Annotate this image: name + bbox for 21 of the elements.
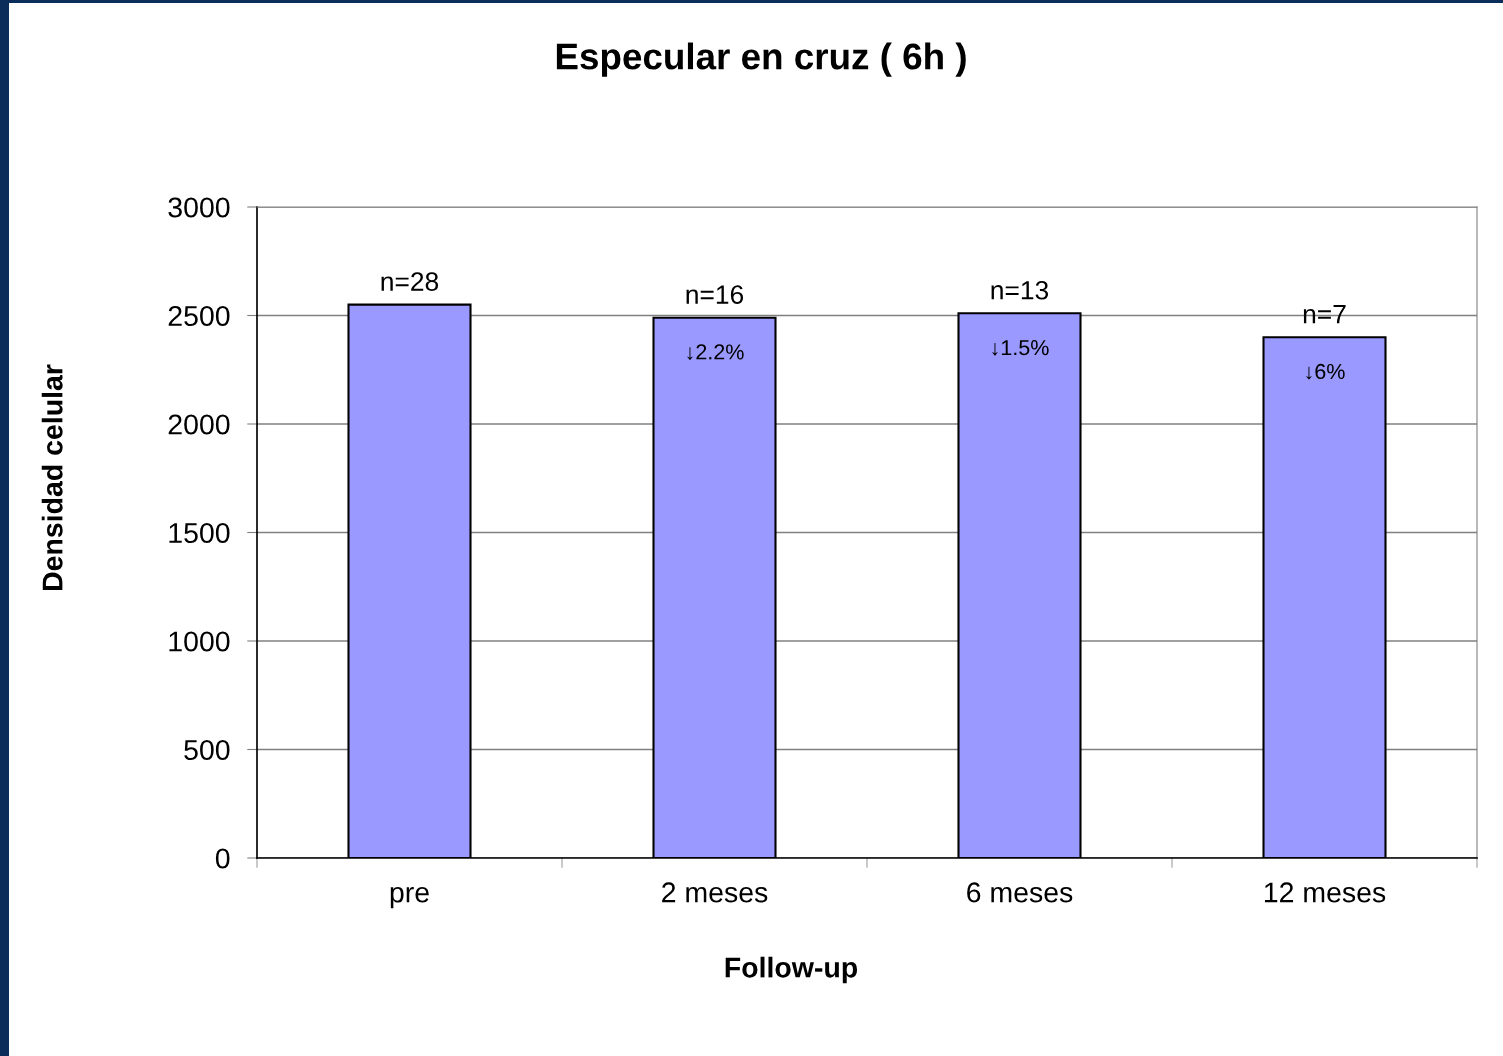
annotation: n=28 <box>381 272 439 291</box>
annotation: n=13 <box>991 280 1049 300</box>
x-axis-title: Follow-up <box>725 956 858 984</box>
y-axis-title: Densidad celular <box>41 364 63 591</box>
x-tick-label: 2 meses <box>662 882 768 903</box>
y-tick-label: 0 <box>215 848 230 869</box>
x-tick-label: 6 meses <box>967 882 1073 903</box>
annotation: ↓6% <box>1306 363 1345 380</box>
annotation: n=16 <box>686 285 744 304</box>
y-tick-label: 2500 <box>168 305 230 327</box>
y-tick-label: 3000 <box>168 197 230 218</box>
annotation: ↓1.5% <box>992 340 1049 356</box>
chart-title: Especular en cruz ( 6h ) <box>556 42 966 77</box>
x-tick-label: pre <box>390 886 429 909</box>
x-tick-label: 12 meses <box>1264 882 1386 903</box>
annotation: n=7 <box>1303 305 1346 324</box>
y-tick-label: 2000 <box>168 414 230 435</box>
y-tick-label: 500 <box>184 739 230 761</box>
y-tick-label: 1000 <box>169 631 230 652</box>
y-tick-label: 1500 <box>169 522 230 544</box>
annotation: ↓2.2% <box>687 344 744 360</box>
